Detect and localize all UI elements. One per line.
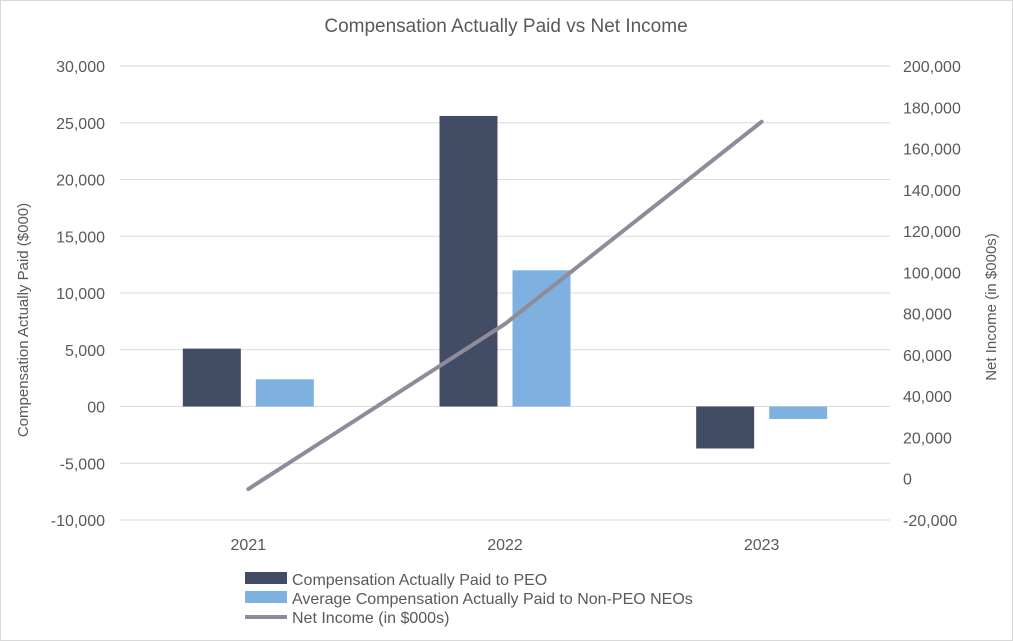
right-tick-label: 180,000 — [903, 100, 961, 117]
chart-title: Compensation Actually Paid vs Net Income — [324, 16, 687, 37]
right-tick-label: 120,000 — [903, 224, 961, 241]
right-tick-label: 0 — [903, 472, 912, 489]
legend-label-1: Average Compensation Actually Paid to No… — [292, 591, 693, 608]
right-tick-label: 40,000 — [903, 389, 952, 406]
left-tick-label: 20,000 — [56, 173, 105, 190]
right-tick-label: 140,000 — [903, 183, 961, 200]
legend: Compensation Actually Paid to PEO Average… — [245, 572, 693, 627]
left-tick-label: 00 — [87, 400, 105, 417]
left-tick-label: -5,000 — [60, 456, 105, 473]
right-tick-label: 80,000 — [903, 307, 952, 324]
right-tick-label: 100,000 — [903, 265, 961, 282]
legend-label-0: Compensation Actually Paid to PEO — [292, 572, 547, 589]
left-tick-label: 30,000 — [56, 59, 105, 76]
left-tick-label: 25,000 — [56, 116, 105, 133]
left-tick-label: 10,000 — [56, 286, 105, 303]
right-tick-label: 200,000 — [903, 59, 961, 76]
bar-non-peo — [769, 406, 828, 419]
left-axis-ticks: -10,000 -5,000 00 5,000 10,000 15,000 20,000 25… — [51, 59, 105, 530]
net-income-polyline — [246, 119, 764, 492]
legend-swatch-0 — [245, 572, 287, 584]
x-tick-label: 2021 — [231, 537, 267, 554]
bars — [182, 115, 828, 449]
x-tick-label: 2022 — [487, 537, 523, 554]
right-axis-ticks: -20,000 0 20,000 40,000 60,000 80,000 100,000 1… — [903, 59, 961, 530]
left-tick-label: 5,000 — [65, 343, 105, 360]
net-income-line — [246, 119, 764, 492]
legend-label-2: Net Income (in $000s) — [292, 610, 449, 627]
right-tick-label: 20,000 — [903, 430, 952, 447]
right-tick-label: -20,000 — [903, 513, 957, 530]
gridlines — [120, 65, 890, 521]
bar-non-peo — [255, 379, 314, 407]
bar-peo — [439, 115, 498, 407]
right-tick-label: 160,000 — [903, 142, 961, 159]
left-axis-label: Compensation Actually Paid ($000) — [15, 203, 32, 437]
left-tick-label: 15,000 — [56, 229, 105, 246]
right-axis-label: Net Income (in $000s) — [983, 233, 1000, 381]
legend-swatch-1 — [245, 591, 287, 603]
left-tick-label: -10,000 — [51, 513, 105, 530]
bar-peo — [696, 406, 755, 449]
right-tick-label: 60,000 — [903, 348, 952, 365]
x-axis-ticks: 2021 2022 2023 — [231, 537, 780, 554]
x-tick-label: 2023 — [744, 537, 780, 554]
bar-non-peo — [512, 270, 571, 407]
bar-peo — [182, 348, 241, 407]
